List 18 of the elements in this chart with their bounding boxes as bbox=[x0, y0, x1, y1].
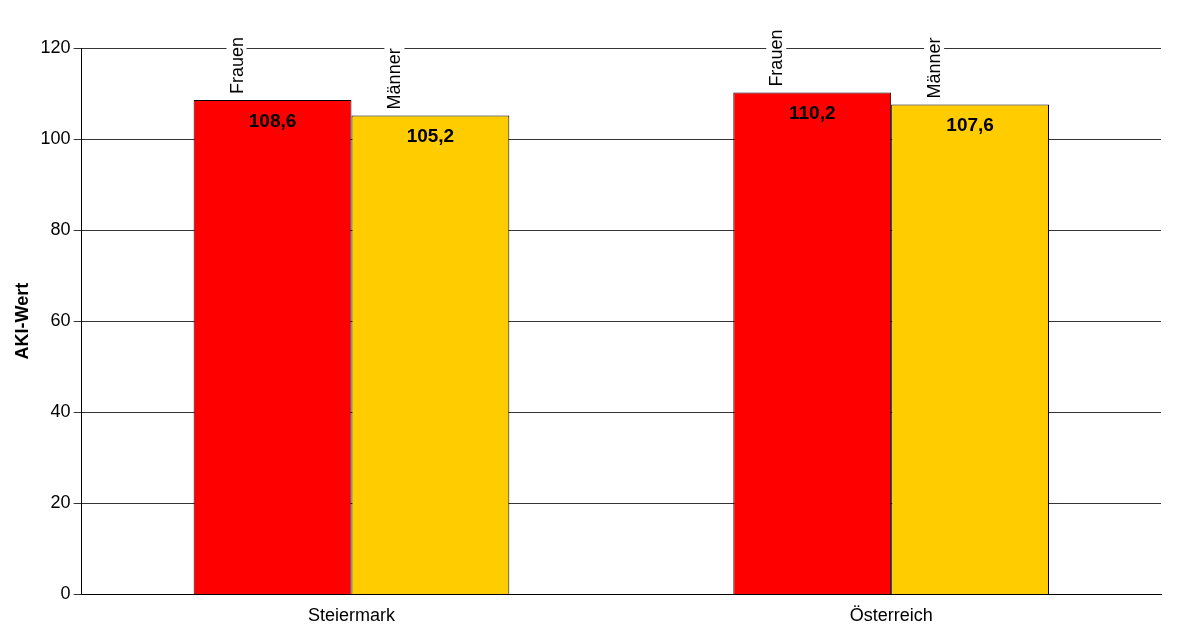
x-tick-label: Österreich bbox=[849, 605, 933, 626]
y-axis-title: AKI-Wert bbox=[11, 282, 32, 360]
y-tick-label: 100 bbox=[40, 128, 71, 149]
y-tick-label: 120 bbox=[40, 36, 71, 57]
y-tick-label: 40 bbox=[50, 401, 71, 422]
text: Frauen bbox=[766, 29, 787, 87]
data-label: 105,2 bbox=[406, 125, 455, 147]
text: Frauen bbox=[226, 36, 247, 94]
data-label: 110,2 bbox=[788, 102, 836, 124]
y-tick-label: 60 bbox=[50, 310, 71, 331]
text: Männer bbox=[384, 48, 405, 110]
y-tick-label: 20 bbox=[50, 492, 71, 513]
x-tick-label: Steiermark bbox=[307, 605, 396, 626]
y-tick-label: 0 bbox=[60, 583, 71, 604]
y-tick-label: 80 bbox=[50, 219, 71, 240]
data-label: 108,6 bbox=[248, 109, 297, 131]
data-label: 107,6 bbox=[946, 114, 994, 136]
text: Männer bbox=[924, 37, 945, 99]
